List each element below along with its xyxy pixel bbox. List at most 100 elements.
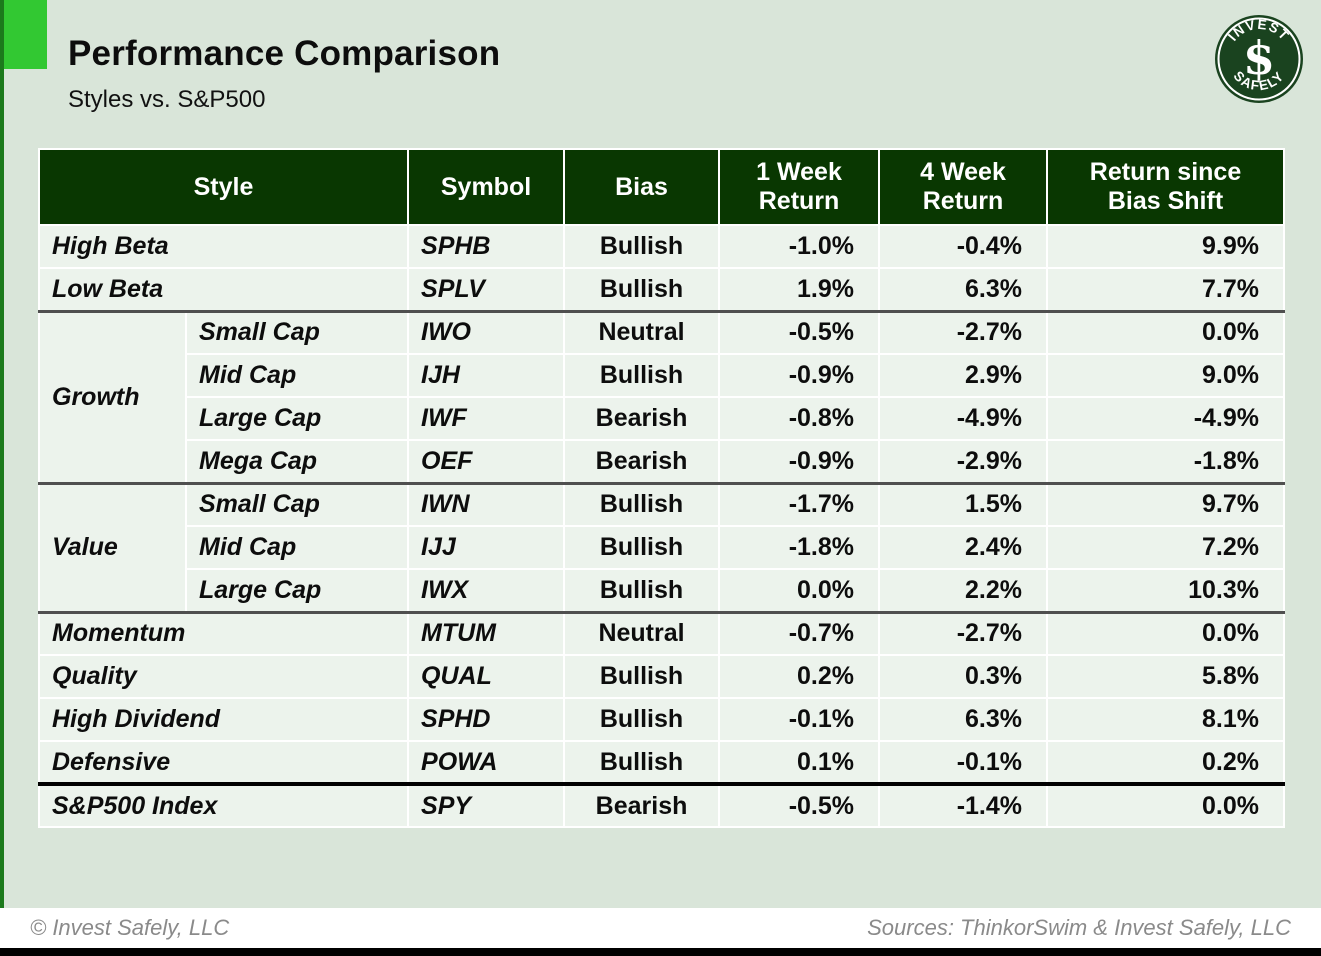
week4-return-cell: 6.3% <box>878 267 1049 312</box>
header-row: Style Symbol Bias 1 Week Return 4 Week R… <box>37 148 1286 226</box>
since-return-cell: 0.2% <box>1046 740 1286 785</box>
table-row: Growth Small Cap IWO Neutral -0.5% -2.7%… <box>38 309 1286 484</box>
cap-cell: Large Cap <box>184 396 410 441</box>
bias-cell: Bullish <box>563 224 721 269</box>
page-subtitle: Styles vs. S&P500 <box>68 86 266 113</box>
bias-cell: Neutral <box>563 309 721 355</box>
week4-return-cell: -0.1% <box>878 740 1049 785</box>
week4-return-cell: 1.5% <box>878 481 1049 527</box>
bias-cell: Bullish <box>563 525 721 570</box>
table-row: Defensive POWA Bullish 0.1% -0.1% 0.2% <box>37 740 1286 785</box>
week4-return-cell: -1.4% <box>878 782 1049 828</box>
week1-return-cell: -0.5% <box>718 782 881 828</box>
week1-return-cell: 0.1% <box>718 740 881 785</box>
symbol-cell: IWN <box>407 481 566 527</box>
week4-return-cell: 0.3% <box>878 654 1049 699</box>
table-row: Mid Cap IJH Bullish -0.9% 2.9% 9.0% <box>39 353 1286 398</box>
week4-return-cell: 6.3% <box>878 697 1049 742</box>
table-row: Value Small Cap IWN Bullish -1.7% 1.5% 9… <box>38 481 1286 613</box>
table-row: Mega Cap OEF Bearish -0.9% -2.9% -1.8% <box>39 439 1286 484</box>
since-return-cell: 0.0% <box>1046 610 1286 656</box>
week1-return-cell: -0.9% <box>718 353 881 398</box>
since-return-cell: 5.8% <box>1046 654 1286 699</box>
cap-cell: Mid Cap <box>184 525 410 570</box>
week1-return-cell: -1.7% <box>718 481 881 527</box>
bias-cell: Bullish <box>563 654 721 699</box>
week1-return-cell: 0.2% <box>718 654 881 699</box>
cap-cell: Mid Cap <box>184 353 410 398</box>
week4-return-cell: -0.4% <box>878 224 1049 269</box>
style-cell: Quality <box>37 654 410 699</box>
since-return-cell: 8.1% <box>1046 697 1286 742</box>
symbol-cell: IWX <box>407 568 566 613</box>
since-return-cell: 7.2% <box>1046 525 1286 570</box>
symbol-cell: SPY <box>407 782 566 828</box>
footer-copyright: © Invest Safely, LLC <box>30 915 230 940</box>
since-return-cell: 9.0% <box>1046 353 1286 398</box>
symbol-cell: POWA <box>407 740 566 785</box>
style-cell: Low Beta <box>37 267 410 312</box>
cap-cell: Large Cap <box>184 568 410 613</box>
since-return-cell: 10.3% <box>1046 568 1286 613</box>
week1-return-cell: -0.8% <box>718 396 881 441</box>
col-header-style: Style <box>37 148 410 226</box>
accent-square <box>4 0 47 69</box>
table-row: Quality QUAL Bullish 0.2% 0.3% 5.8% <box>37 654 1286 699</box>
since-return-cell: 7.7% <box>1046 267 1286 312</box>
table-row: Large Cap IWX Bullish 0.0% 2.2% 10.3% <box>39 568 1286 613</box>
symbol-cell: MTUM <box>407 610 566 656</box>
cap-cell: Small Cap <box>184 309 410 355</box>
style-cell: Defensive <box>37 740 410 785</box>
cap-cell: Small Cap <box>184 481 410 527</box>
bias-cell: Bearish <box>563 782 721 828</box>
table-row: Low Beta SPLV Bullish 1.9% 6.3% 7.7% <box>37 267 1286 312</box>
style-group-cell: Value <box>38 481 187 613</box>
since-return-cell: 9.9% <box>1046 224 1286 269</box>
table-row: High Beta SPHB Bullish -1.0% -0.4% 9.9% <box>37 224 1286 269</box>
logo-dollar-monogram: $ <box>1243 31 1275 85</box>
week1-return-cell: 0.0% <box>718 568 881 613</box>
table-row: Momentum MTUM Neutral -0.7% -2.7% 0.0% <box>37 610 1286 656</box>
col-header-symbol: Symbol <box>407 148 566 226</box>
since-return-cell: 0.0% <box>1046 309 1286 355</box>
bias-cell: Bullish <box>563 481 721 527</box>
bias-cell: Bullish <box>563 568 721 613</box>
week1-return-cell: -0.5% <box>718 309 881 355</box>
symbol-cell: IWO <box>407 309 566 355</box>
page-title: Performance Comparison <box>68 34 501 73</box>
week4-return-cell: -4.9% <box>878 396 1049 441</box>
week1-return-cell: -0.7% <box>718 610 881 656</box>
table-row: Mid Cap IJJ Bullish -1.8% 2.4% 7.2% <box>39 525 1286 570</box>
style-cell: High Dividend <box>37 697 410 742</box>
left-edge-strip <box>0 0 4 908</box>
style-cell: High Beta <box>37 224 410 269</box>
col-header-week1: 1 Week Return <box>718 148 881 226</box>
week4-return-cell: -2.9% <box>878 439 1049 484</box>
bias-cell: Bearish <box>563 396 721 441</box>
col-header-week4: 4 Week Return <box>878 148 1049 226</box>
invest-safely-logo-icon: INVEST SAFELY $ <box>1215 15 1303 103</box>
week4-return-cell: 2.4% <box>878 525 1049 570</box>
table-row: Large Cap IWF Bearish -0.8% -4.9% -4.9% <box>39 396 1286 441</box>
symbol-cell: IJH <box>407 353 566 398</box>
since-return-cell: -4.9% <box>1046 396 1286 441</box>
symbol-cell: SPHD <box>407 697 566 742</box>
symbol-cell: IWF <box>407 396 566 441</box>
table-row-sp500: S&P500 Index SPY Bearish -0.5% -1.4% 0.0… <box>37 782 1286 828</box>
symbol-cell: IJJ <box>407 525 566 570</box>
since-return-cell: 0.0% <box>1046 782 1286 828</box>
week1-return-cell: -1.8% <box>718 525 881 570</box>
bias-cell: Bullish <box>563 697 721 742</box>
week1-return-cell: -0.1% <box>718 697 881 742</box>
table-row: High Dividend SPHD Bullish -0.1% 6.3% 8.… <box>37 697 1286 742</box>
style-cell: S&P500 Index <box>37 782 410 828</box>
week4-return-cell: 2.9% <box>878 353 1049 398</box>
col-header-since: Return since Bias Shift <box>1046 148 1286 226</box>
symbol-cell: SPHB <box>407 224 566 269</box>
since-return-cell: 9.7% <box>1046 481 1286 527</box>
style-cell: Momentum <box>37 610 410 656</box>
week1-return-cell: -0.9% <box>718 439 881 484</box>
bottom-black-bar <box>0 948 1321 956</box>
since-return-cell: -1.8% <box>1046 439 1286 484</box>
footer: © Invest Safely, LLC Sources: ThinkorSwi… <box>0 908 1321 948</box>
